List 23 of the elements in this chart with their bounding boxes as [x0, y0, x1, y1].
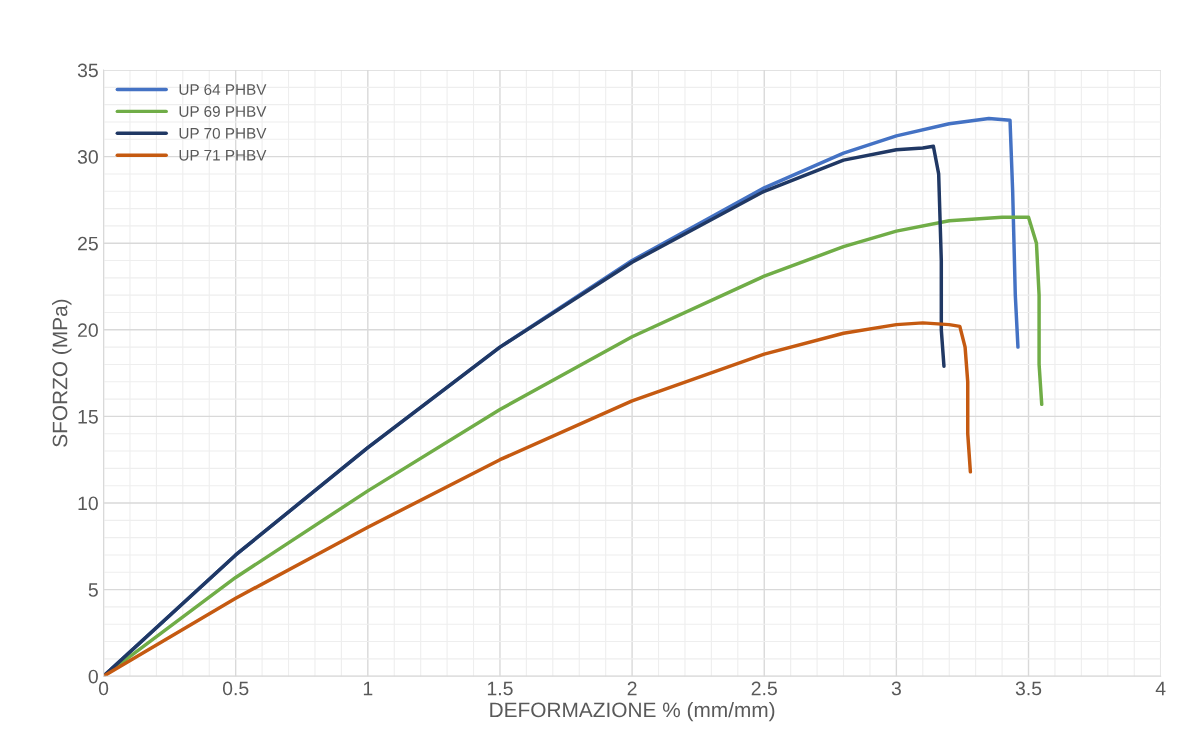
x-axis-title: DEFORMAZIONE % (mm/mm) — [490, 701, 775, 722]
y-tick-label: 5 — [88, 583, 98, 597]
y-tick-label: 20 — [78, 323, 98, 338]
legend-label: UP 64 PHBV — [179, 84, 267, 95]
y-axis-title: SFORZO (MPa) — [52, 299, 72, 447]
legend-label: UP 70 PHBV — [179, 127, 267, 139]
x-tick-label: 4 — [1155, 681, 1166, 696]
x-tick-label: 1.5 — [487, 681, 513, 696]
x-tick-label: 2.5 — [751, 681, 777, 696]
x-tick-label: 3.5 — [1015, 681, 1042, 696]
y-tick-label: 30 — [77, 150, 98, 164]
x-tick-label: 0 — [98, 681, 109, 696]
x-tick-label: 1 — [363, 681, 373, 696]
y-tick-label: 0 — [88, 669, 98, 684]
legend-label: UP 69 PHBV — [179, 106, 267, 117]
x-tick-label: 3 — [891, 681, 901, 696]
y-tick-label: 35 — [77, 63, 98, 78]
x-tick-label: 2 — [627, 681, 637, 696]
y-tick-label: 10 — [78, 496, 98, 511]
x-tick-label: 0.5 — [222, 681, 249, 696]
legend-label: UP 71 PHBV — [179, 149, 267, 161]
y-tick-label: 15 — [78, 410, 98, 424]
y-tick-label: 25 — [78, 236, 98, 251]
